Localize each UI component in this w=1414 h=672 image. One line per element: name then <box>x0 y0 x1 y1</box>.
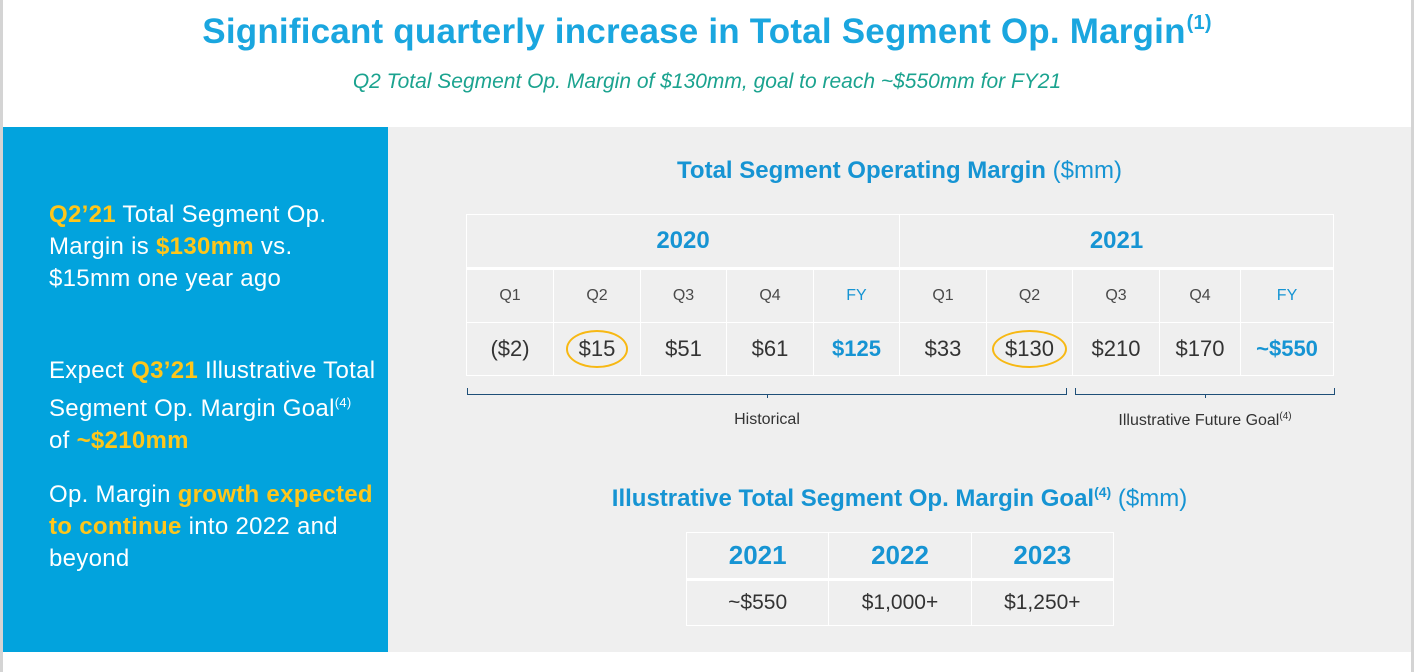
margin-table-title: Total Segment Operating Margin ($mm) <box>388 157 1411 185</box>
goal-table-unit: ($mm) <box>1111 485 1188 512</box>
historical-label: Historical <box>734 411 800 428</box>
highlight-growth: growth expected to continue <box>49 481 373 540</box>
slide-title-text: Significant quarterly increase in Total … <box>202 12 1186 51</box>
goal-value-cell: $1,250+ <box>970 579 1115 626</box>
goal-table-title-text: Illustrative Total Segment Op. Margin Go… <box>611 485 1095 512</box>
goal-table-title: Illustrative Total Segment Op. Margin Go… <box>388 484 1411 513</box>
quarter-header: Q1 <box>466 268 554 323</box>
quarter-header: Q2 <box>986 268 1074 323</box>
left-border <box>0 0 3 672</box>
footnote-marker: (4) <box>1279 411 1292 422</box>
value-cell: $61 <box>726 322 814 376</box>
future-goal-bracket <box>1075 388 1335 398</box>
highlight-130mm: $130mm <box>156 233 254 260</box>
summary-text: Total Segment Op. Margin is <box>49 201 327 260</box>
slide-subtitle: Q2 Total Segment Op. Margin of $130mm, g… <box>352 70 1062 93</box>
fy-value-cell: ~$550 <box>1240 322 1335 376</box>
summary-text: of <box>49 427 77 454</box>
value-cell: $210 <box>1072 322 1161 376</box>
highlight-q3: Q3’21 <box>131 357 199 384</box>
value-cell-circled: $130 <box>986 322 1074 376</box>
summary-point-q2: Q2’21 Total Segment Op. Margin is $130mm… <box>49 199 379 295</box>
margin-table-unit: ($mm) <box>1045 157 1122 184</box>
summary-text: Op. Margin <box>49 481 178 508</box>
quarter-header: Q4 <box>726 268 814 323</box>
goal-table: 2021 2022 2023 ~$550 $1,000+ $1,250+ <box>685 532 1115 626</box>
value-cell: $51 <box>640 322 727 376</box>
highlight-circle: $15 <box>565 330 629 368</box>
quarter-header: Q4 <box>1159 268 1242 323</box>
fy-value-cell: $125 <box>813 322 901 376</box>
summary-text: vs. $15mm one year ago <box>49 233 293 292</box>
future-goal-label-text: Illustrative Future Goal <box>1118 412 1280 429</box>
footnote-marker: (4) <box>334 395 352 410</box>
summary-point-q3: Expect Q3’21 Illustrative Total Segment … <box>49 355 379 457</box>
summary-panel: Q2’21 Total Segment Op. Margin is $130mm… <box>3 127 388 652</box>
fy-header: FY <box>813 268 901 323</box>
summary-text: Expect <box>49 357 132 384</box>
margin-table-title-text: Total Segment Operating Margin <box>677 157 1046 184</box>
quarter-header: Q1 <box>899 268 988 323</box>
bracket-tick <box>1205 394 1206 398</box>
goal-value-row: ~$550 $1,000+ $1,250+ <box>685 579 1115 626</box>
value-row: ($2) $15 $51 $61 $125 $33 $130 $210 $170… <box>466 322 1335 376</box>
year-header-row: 2020 2021 <box>465 214 1335 270</box>
goal-year-header: 2023 <box>970 532 1115 581</box>
goal-value-cell: ~$550 <box>685 579 830 626</box>
highlight-q2: Q2’21 <box>49 201 116 228</box>
fy-header: FY <box>1240 268 1335 323</box>
year-header-2021: 2021 <box>899 214 1335 270</box>
goal-year-row: 2021 2022 2023 <box>685 532 1115 581</box>
quarter-header: Q3 <box>1072 268 1161 323</box>
value-cell-circled: $15 <box>553 322 641 376</box>
quarter-header-row: Q1 Q2 Q3 Q4 FY Q1 Q2 Q3 Q4 FY <box>466 268 1335 323</box>
bracket-tick <box>767 394 768 398</box>
value-cell: ($2) <box>466 322 554 376</box>
summary-text: into 2022 and beyond <box>49 513 338 572</box>
future-goal-label: Illustrative Future Goal(4) <box>1070 411 1340 430</box>
quarter-header: Q3 <box>640 268 727 323</box>
goal-year-header: 2021 <box>685 532 830 581</box>
quarter-header: Q2 <box>553 268 641 323</box>
goal-year-header: 2022 <box>828 532 972 581</box>
segment-margin-table: 2020 2021 Q1 Q2 Q3 Q4 FY Q1 Q2 Q3 Q4 FY … <box>465 214 1335 376</box>
summary-text: Illustrative Total Segment Op. Margin Go… <box>49 357 376 422</box>
summary-point-growth: Op. Margin growth expected to continue i… <box>49 479 379 575</box>
value-cell: $170 <box>1159 322 1242 376</box>
year-header-2020: 2020 <box>465 214 901 270</box>
highlight-circle: $130 <box>992 330 1067 368</box>
slide-title: Significant quarterly increase in Total … <box>0 12 1414 52</box>
highlight-210mm: ~$210mm <box>76 427 189 454</box>
right-border <box>1411 0 1414 672</box>
goal-value-cell: $1,000+ <box>828 579 972 626</box>
historical-bracket <box>467 388 1067 398</box>
footnote-marker: (4) <box>1094 484 1112 500</box>
value-cell: $33 <box>899 322 988 376</box>
title-footnote: (1) <box>1186 12 1212 34</box>
